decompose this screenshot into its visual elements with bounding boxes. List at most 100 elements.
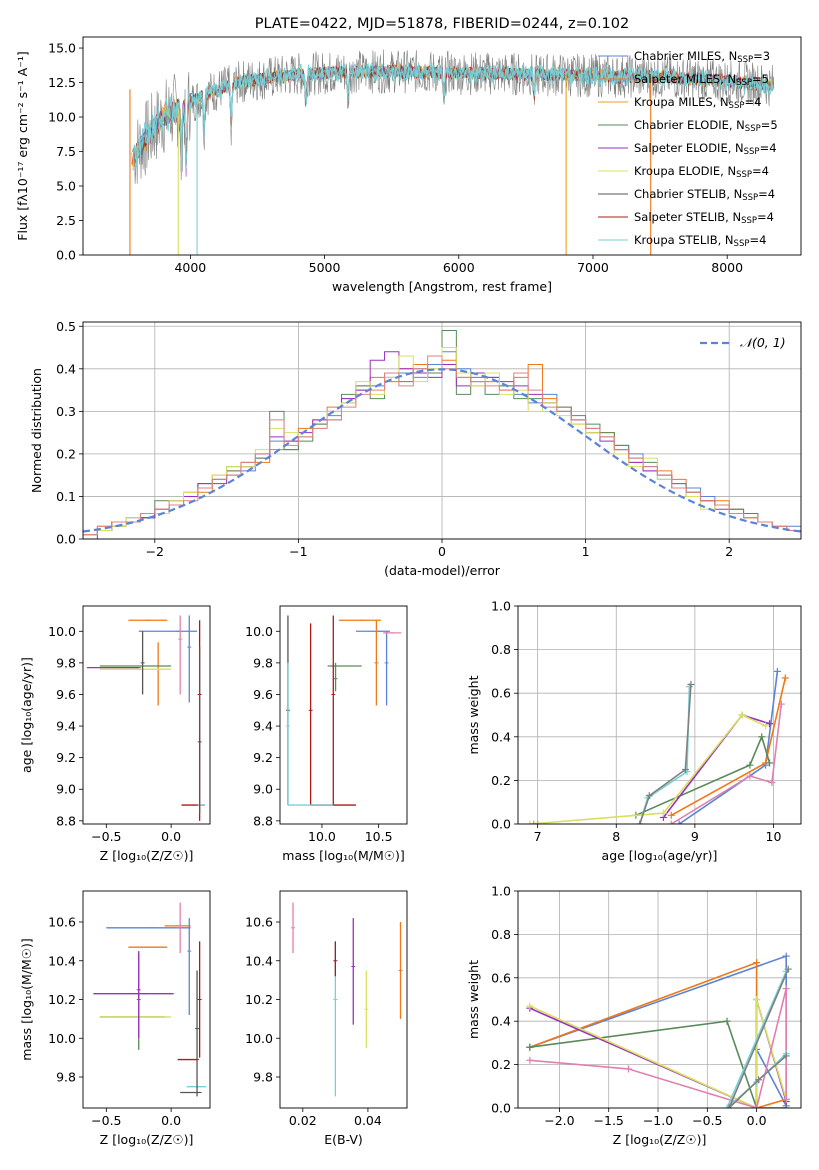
weight-line bbox=[670, 704, 783, 824]
weight-marker bbox=[782, 1052, 790, 1060]
y-tick-label: 1.0 bbox=[491, 884, 511, 899]
mass_vs_ebv-frame bbox=[279, 890, 408, 1109]
x-tick-label: −0.5 bbox=[91, 829, 121, 844]
weight-marker bbox=[526, 820, 534, 824]
y-tick-label: 0.2 bbox=[56, 446, 76, 461]
y-axis-label: mass weight bbox=[466, 960, 481, 1039]
weight-marker bbox=[753, 996, 761, 1003]
weight-marker bbox=[725, 1104, 733, 1108]
x-tick-label: −0.5 bbox=[692, 1113, 722, 1128]
legend-label: Salpeter MILES, NSSP=5 bbox=[634, 72, 769, 88]
y-tick-label: 9.8 bbox=[253, 655, 273, 670]
weight-marker bbox=[781, 674, 789, 682]
y-tick-label: 15.0 bbox=[48, 41, 76, 56]
y-tick-label: 0.3 bbox=[56, 404, 76, 419]
weight-marker bbox=[777, 700, 785, 708]
weight-marker bbox=[753, 959, 761, 967]
x-tick-label: 9 bbox=[691, 829, 699, 844]
y-tick-label: 10.6 bbox=[48, 915, 76, 930]
spectrum-frame bbox=[82, 36, 802, 256]
weight_vs_Z-axes: −2.0 −1.5 −1.0 −0.5 0.0 0.0 0.2 0.4 0.6 0.8 1.0 Z [… bbox=[466, 884, 802, 1147]
x-tick-label: 7 bbox=[534, 829, 542, 844]
weight-marker bbox=[782, 985, 790, 993]
x-tick-label: 10.5 bbox=[365, 829, 393, 844]
y-tick-label: 10.2 bbox=[48, 992, 76, 1007]
y-tick-label: 0.6 bbox=[491, 686, 511, 701]
y-tick-label: 0.2 bbox=[491, 1057, 511, 1072]
x-tick-label: −1 bbox=[289, 544, 307, 559]
y-tick-label: 8.8 bbox=[56, 813, 76, 828]
weight-marker bbox=[526, 1056, 534, 1064]
x-tick-label: 5000 bbox=[309, 260, 341, 275]
y-tick-label: 0.2 bbox=[491, 773, 511, 788]
x-tick-label: 0.0 bbox=[161, 1113, 181, 1128]
y-tick-label: 0.0 bbox=[56, 248, 76, 263]
x-tick-label: −0.5 bbox=[91, 1113, 121, 1128]
age_vs_Z-plot bbox=[86, 615, 205, 821]
y-tick-label: 9.4 bbox=[253, 719, 273, 734]
weight_vs_Z-plot bbox=[526, 952, 792, 1108]
legend-label: Chabrier MILES, NSSP=3 bbox=[634, 49, 770, 65]
y-tick-label: 10.0 bbox=[245, 624, 273, 639]
weight-marker bbox=[766, 720, 774, 728]
x-axis-label: Z [log₁₀(Z/Z☉)] bbox=[100, 1132, 194, 1147]
legend-label: 𝒩(0, 1) bbox=[740, 335, 786, 350]
y-tick-label: 9.8 bbox=[56, 655, 76, 670]
y-tick-label: 5.0 bbox=[56, 179, 76, 194]
y-tick-label: 10.4 bbox=[245, 953, 273, 968]
weight-line bbox=[635, 734, 771, 817]
weight-marker bbox=[636, 820, 644, 824]
weight-marker bbox=[667, 811, 675, 819]
x-tick-label: −2 bbox=[146, 544, 164, 559]
x-axis-label: wavelength [Angstrom, rest frame] bbox=[332, 279, 552, 294]
y-tick-label: 12.5 bbox=[48, 75, 76, 90]
y-axis-label: mass weight bbox=[466, 675, 481, 754]
weight-marker bbox=[534, 820, 542, 824]
x-tick-label: 8 bbox=[612, 829, 620, 844]
legend-label: Chabrier ELODIE, NSSP=5 bbox=[634, 118, 778, 134]
weight-marker bbox=[782, 1104, 790, 1108]
weight-marker bbox=[755, 1076, 763, 1084]
weight-marker bbox=[782, 952, 790, 960]
x-axis-label: Z [log₁₀(Z/Z☉)] bbox=[100, 848, 194, 863]
y-tick-label: 0.1 bbox=[56, 489, 76, 504]
y-tick-label: 0.4 bbox=[56, 361, 76, 376]
y-tick-label: 9.2 bbox=[56, 750, 76, 765]
y-tick-label: 0.5 bbox=[56, 319, 76, 334]
x-tick-label: 0.04 bbox=[354, 1113, 382, 1128]
spectrum-plot bbox=[129, 49, 775, 255]
mass_vs_Z-axes: −0.5 0.0 9.8 10.0 10.2 10.4 10.6 Z [log₁₀(Z/Z☉)… bbox=[19, 890, 211, 1147]
x-tick-label: 0 bbox=[438, 544, 446, 559]
weight-line bbox=[529, 1020, 787, 1108]
legend-label: Chabrier STELIB, NSSP=4 bbox=[634, 187, 775, 203]
x-tick-label: 0.02 bbox=[289, 1113, 317, 1128]
weight_vs_Z-frame bbox=[517, 890, 802, 1109]
weight-marker bbox=[723, 1104, 731, 1108]
y-tick-label: 10.0 bbox=[245, 1031, 273, 1046]
weight-marker bbox=[782, 1095, 790, 1103]
x-tick-label: 10.0 bbox=[308, 829, 336, 844]
y-tick-label: 8.8 bbox=[253, 813, 273, 828]
x-tick-label: −1.5 bbox=[594, 1113, 624, 1128]
x-tick-label: 10 bbox=[766, 829, 782, 844]
mass_vs_Z-plot bbox=[93, 902, 207, 1097]
x-axis-label: mass [log₁₀(M/M☉)] bbox=[282, 848, 404, 863]
legend-label: Kroupa MILES, NSSP=4 bbox=[634, 95, 761, 111]
weight-line bbox=[529, 988, 787, 1108]
legend-label: Kroupa ELODIE, NSSP=4 bbox=[634, 164, 769, 180]
x-axis-label: Z [log₁₀(Z/Z☉)] bbox=[613, 1132, 707, 1147]
x-tick-label: 7000 bbox=[577, 260, 609, 275]
weight_vs_age-plot bbox=[526, 667, 789, 824]
y-tick-label: 9.6 bbox=[56, 687, 76, 702]
age_vs_mass-frame bbox=[279, 605, 408, 825]
weight-line bbox=[639, 684, 692, 824]
x-axis-label: age [log₁₀(age/yr)] bbox=[602, 848, 718, 863]
y-tick-label: 0.4 bbox=[491, 1014, 511, 1029]
y-tick-label: 7.5 bbox=[56, 144, 76, 159]
weight-marker bbox=[766, 759, 774, 767]
mass_vs_ebv-plot bbox=[291, 902, 403, 1097]
weight-marker bbox=[530, 820, 538, 824]
observed-spectrum-line bbox=[133, 49, 775, 184]
residuals-frame bbox=[82, 321, 802, 540]
